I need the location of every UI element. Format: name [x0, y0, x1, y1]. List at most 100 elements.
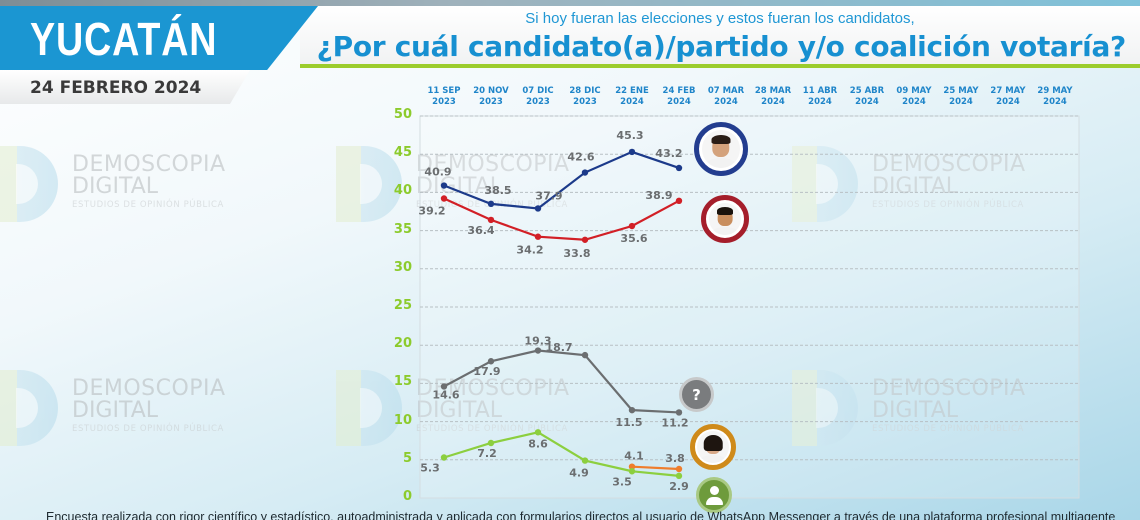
data-label: 2.9	[669, 480, 689, 493]
y-axis-label: 40	[393, 183, 412, 199]
x-axis-label: 25 ABR 2024	[849, 86, 885, 107]
data-label: 19.3	[524, 335, 551, 348]
x-axis-label: 07 MAR 2024	[707, 86, 745, 107]
series-line	[443, 197, 680, 241]
data-point	[487, 216, 495, 224]
data-label: 7.2	[477, 447, 497, 460]
x-axis-label: 28 MAR 2024	[754, 86, 792, 107]
data-label: 17.9	[473, 365, 500, 378]
date-banner: 24 FEBRERO 2024	[0, 70, 250, 104]
candidate-orange-avatar	[690, 424, 736, 470]
data-label: 18.7	[545, 341, 572, 354]
question-mark-icon: ?	[692, 385, 701, 404]
data-point	[675, 164, 683, 172]
y-axis-label: 50	[393, 107, 412, 122]
data-point	[440, 383, 448, 390]
watermark-d-icon	[336, 146, 402, 222]
y-axis-label: 10	[393, 412, 412, 428]
data-point	[534, 429, 542, 436]
x-axis-label: 25 MAY 2024	[943, 86, 979, 107]
data-point	[440, 195, 448, 202]
data-point	[628, 406, 636, 414]
x-axis-label: 22 ENE 2024	[615, 86, 649, 107]
y-axis-label: 45	[393, 145, 412, 161]
data-point	[581, 236, 589, 243]
series-line	[443, 431, 680, 477]
data-label: 45.3	[616, 129, 643, 142]
data-label: 11.5	[615, 416, 642, 429]
data-point	[440, 182, 448, 189]
survey-date: 24 FEBRERO 2024	[30, 78, 202, 98]
data-label: 42.6	[567, 151, 594, 164]
series-line	[443, 349, 680, 414]
data-point	[675, 409, 683, 416]
data-point	[534, 233, 542, 240]
watermark-logo: DEMOSCOPIA DIGITAL ESTUDIOS DE OPINIÓN P…	[0, 362, 252, 452]
data-label: 14.6	[432, 388, 459, 401]
data-label: 3.5	[612, 475, 632, 488]
x-axis-label: 29 MAY 2024	[1037, 86, 1073, 107]
question-header: Si hoy fueran las elecciones y estos fue…	[300, 6, 1140, 68]
data-label: 37.9	[535, 189, 562, 202]
y-axis-label: 30	[393, 259, 412, 275]
data-point	[675, 472, 683, 480]
watermark-d-icon	[336, 370, 402, 446]
watermark-logo: DEMOSCOPIA DIGITAL ESTUDIOS DE OPINIÓN P…	[0, 138, 252, 228]
data-label: 5.3	[420, 462, 440, 475]
data-label: 38.9	[645, 189, 672, 202]
data-label: 3.8	[665, 452, 685, 465]
x-axis-label: 09 MAY 2024	[896, 86, 932, 107]
data-label: 33.8	[563, 247, 590, 260]
x-axis-label: 24 FEB 2024	[662, 86, 696, 107]
methodology-note: Encuesta realizada con rigor científico …	[46, 510, 1116, 520]
x-axis-label: 11 SEP 2023	[427, 86, 461, 107]
unknown-candidate-icon: ?	[679, 377, 714, 412]
candidate-blue-avatar	[694, 122, 748, 176]
x-axis-label: 07 DIC 2023	[522, 86, 554, 107]
y-axis-label: 0	[402, 489, 412, 504]
data-label: 35.6	[620, 232, 647, 245]
x-axis-label: 20 NOV 2023	[473, 86, 509, 107]
data-point	[440, 454, 448, 461]
data-label: 11.2	[661, 416, 688, 429]
watermark-logo: DEMOSCOPIA DIGITAL ESTUDIOS DE OPINIÓN P…	[792, 138, 1052, 228]
x-axis-label: 27 MAY 2024	[990, 86, 1026, 107]
data-label: 8.6	[528, 437, 548, 450]
watermark-d-icon	[0, 370, 58, 446]
question-title: ¿Por cuál candidato(a)/partido y/o coali…	[316, 30, 1127, 63]
y-axis-label: 20	[393, 336, 412, 352]
series-line	[443, 150, 680, 210]
data-point	[675, 465, 683, 473]
data-point	[581, 351, 589, 359]
x-axis-label: 11 ABR 2024	[802, 86, 838, 107]
data-label: 40.9	[424, 166, 451, 179]
data-point	[487, 358, 495, 365]
y-axis-label: 25	[393, 298, 412, 313]
state-name: YUCATÁN	[30, 13, 218, 65]
other-candidate-user-icon	[696, 477, 732, 513]
y-axis-label: 15	[393, 374, 412, 390]
watermark-d-icon	[792, 370, 858, 446]
data-point	[487, 439, 495, 447]
data-label: 34.2	[516, 244, 543, 257]
state-banner: YUCATÁN	[0, 6, 318, 70]
y-axis-label: 35	[393, 221, 412, 237]
data-label: 36.4	[467, 224, 494, 237]
data-label: 4.1	[624, 450, 644, 463]
data-label: 39.2	[418, 205, 445, 218]
data-label: 4.9	[569, 467, 589, 480]
data-point	[487, 200, 495, 208]
data-point	[534, 347, 542, 354]
data-label: 43.2	[655, 147, 682, 160]
data-labels: 40.9 38.5 37.9 42.6 45.3 43.2 39.2 36.4 34.2 33.8…	[418, 129, 688, 493]
watermark-logo: DEMOSCOPIA DIGITAL ESTUDIOS DE OPINIÓN P…	[792, 362, 1052, 452]
data-point	[675, 197, 683, 205]
data-point	[534, 205, 542, 212]
watermark-logo: DEMOSCOPIA DIGITAL ESTUDIOS DE OPINIÓN P…	[336, 362, 596, 452]
data-point	[581, 457, 589, 464]
y-axis-label: 5	[402, 450, 412, 466]
subtitle: Si hoy fueran las elecciones y estos fue…	[525, 10, 915, 27]
data-point	[628, 148, 636, 156]
data-point	[628, 468, 636, 475]
